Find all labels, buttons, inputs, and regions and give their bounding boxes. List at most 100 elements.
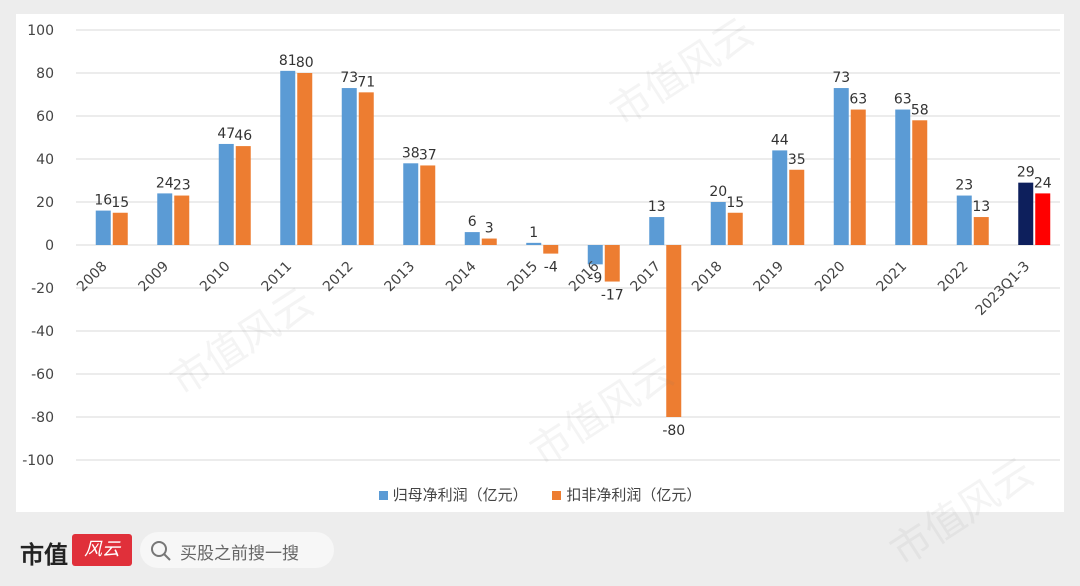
x-tick-label: 2011 [259, 259, 296, 296]
bar-series-2 [973, 217, 989, 245]
legend-label-series-2: 扣非净利润（亿元） [566, 486, 702, 504]
data-label: 58 [911, 102, 929, 118]
legend-item-series-1: 归母净利润（亿元） [378, 484, 528, 505]
x-tick-label: 2018 [689, 259, 726, 296]
bar-series-1 [157, 193, 173, 245]
data-label: 13 [648, 199, 666, 215]
x-tick-label: 2008 [74, 259, 111, 296]
data-label: 44 [771, 132, 789, 148]
y-tick-label: -40 [31, 324, 54, 340]
y-tick-label: 20 [36, 195, 54, 211]
search-icon [150, 540, 172, 566]
bar-series-2 [420, 165, 436, 245]
x-tick-label: 2010 [197, 259, 234, 296]
data-label: 47 [217, 126, 235, 142]
y-tick-label: -60 [31, 367, 54, 383]
data-label: 29 [1017, 165, 1035, 181]
x-tick-label: 2014 [443, 258, 480, 295]
bar-series-1 [895, 109, 911, 245]
data-label: 1 [529, 225, 538, 241]
data-label: 16 [94, 193, 112, 209]
data-label: 80 [296, 55, 314, 71]
x-tick-label: 2021 [874, 259, 911, 296]
bar-series-2 [789, 169, 805, 245]
y-tick-label: 80 [36, 66, 54, 82]
legend-label-series-1: 归母净利润（亿元） [392, 486, 528, 504]
bar-series-2 [604, 245, 620, 282]
bar-series-2 [481, 238, 497, 245]
x-tick-label: 2017 [628, 259, 665, 296]
data-label: 24 [156, 175, 174, 191]
bar-series-1 [526, 242, 542, 245]
bar-series-1 [464, 232, 480, 245]
brand-name: 市值 [20, 541, 68, 569]
bar-series-1 [772, 150, 788, 245]
chart-card: 100 80 60 40 20 0 -20 -40 -60 -80 -100 16 15 2008 24 23… [16, 14, 1064, 512]
bar-series-1 [403, 163, 419, 245]
x-tick-label: 2012 [320, 259, 357, 296]
data-label: 15 [726, 195, 744, 211]
legend-swatch-series-2 [552, 491, 562, 500]
data-label: 6 [468, 214, 477, 230]
data-label: 24 [1034, 175, 1052, 191]
x-tick-label: 2020 [812, 259, 849, 296]
data-label: -80 [662, 423, 685, 439]
data-label: 71 [357, 74, 375, 90]
x-tick-label: 2022 [935, 259, 972, 296]
bar-series-1 [833, 88, 849, 245]
y-tick-label: -20 [31, 281, 54, 297]
footer-bar: 市值 风云 买股之前搜一搜 [0, 520, 1080, 586]
x-tick-label: 2019 [751, 259, 788, 296]
x-tick-label: 2013 [382, 259, 419, 296]
bar-series-2 [297, 73, 313, 245]
y-tick-label: 60 [36, 109, 54, 125]
x-tick-label: 2015 [505, 259, 542, 296]
bar-series-2 [174, 195, 190, 245]
data-label: 73 [832, 70, 850, 86]
data-label: 23 [173, 178, 191, 194]
bar-series-2 [543, 245, 559, 254]
data-label: 37 [419, 147, 437, 163]
bar-series-1 [956, 195, 972, 245]
bar-series-1 [218, 143, 234, 245]
data-label: -4 [544, 260, 558, 276]
y-tick-label: 40 [36, 152, 54, 168]
data-label: 73 [340, 70, 358, 86]
data-label: 35 [788, 152, 806, 168]
data-label: 46 [234, 128, 252, 144]
data-label: 63 [849, 92, 867, 108]
data-label: 63 [894, 92, 912, 108]
data-label: 23 [955, 178, 973, 194]
bar-series-2 [235, 146, 251, 245]
data-label: -17 [601, 288, 624, 304]
bar-series-1 [1018, 182, 1034, 245]
data-label: 38 [402, 145, 420, 161]
data-label: 20 [709, 184, 727, 200]
search-placeholder: 买股之前搜一搜 [180, 544, 299, 564]
legend-item-series-2: 扣非净利润（亿元） [552, 484, 701, 505]
bar-series-2 [850, 109, 866, 245]
data-label: -9 [588, 270, 602, 286]
legend-swatch-series-1 [378, 491, 388, 500]
bar-series-1 [649, 217, 665, 245]
data-label: 81 [279, 53, 297, 69]
bar-series-2 [912, 120, 928, 245]
x-tick-label: 2023Q1-3 [973, 259, 1033, 319]
bar-series-1 [587, 245, 603, 265]
y-tick-label: -80 [31, 410, 54, 426]
bar-series-2 [666, 245, 682, 417]
bar-series-1 [280, 70, 296, 245]
y-tick-label: 100 [27, 23, 54, 39]
data-label: 15 [111, 195, 129, 211]
brand-logo: 风云 [72, 534, 132, 566]
bar-series-2 [727, 212, 743, 245]
search-box[interactable]: 买股之前搜一搜 [140, 532, 334, 568]
chart-legend: 归母净利润（亿元） 扣非净利润（亿元） [16, 484, 1064, 505]
bar-series-1 [710, 202, 726, 245]
bar-series-1 [95, 210, 111, 245]
bar-series-2 [358, 92, 374, 245]
y-tick-label: -100 [22, 453, 54, 469]
x-tick-label: 2009 [136, 259, 173, 296]
bar-series-2 [1035, 193, 1051, 245]
